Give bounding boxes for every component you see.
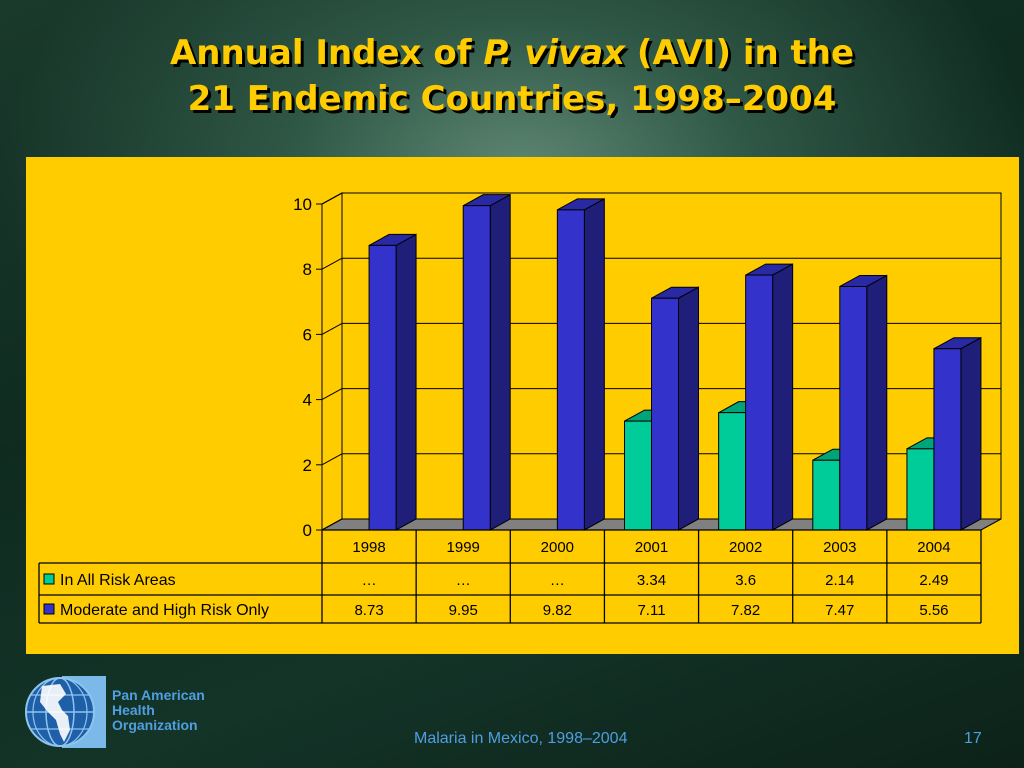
- bar-front: [933, 348, 962, 531]
- bar-front: [624, 420, 652, 531]
- bar-side: [960, 336, 982, 531]
- y-tick-label: 0: [303, 521, 312, 540]
- y-axis: 0 2 4 6 8 10: [293, 195, 323, 540]
- legend-swatch: [43, 573, 55, 585]
- gridline-side: [321, 453, 343, 466]
- y-tick-label: 8: [303, 260, 312, 279]
- bar-moderate-high-2000: [556, 198, 605, 531]
- title-italic: P. vivax: [483, 33, 626, 73]
- bar-front: [745, 274, 774, 531]
- bar-chart: 0 2 4 6 8 10 1998 1999 2000 2001 2002 2003 2004 In A…: [38, 192, 1002, 624]
- globe-logo-icon: [25, 676, 106, 748]
- bar-moderate-high-2001: [651, 286, 699, 531]
- gridline-side: [321, 322, 343, 335]
- data-label: 9.82: [543, 602, 572, 619]
- bar-side: [395, 233, 417, 531]
- x-category-label: 1998: [352, 539, 385, 556]
- data-label: 7.47: [825, 602, 854, 619]
- bar-front: [462, 205, 491, 531]
- data-label: 9.95: [449, 602, 478, 619]
- x-category-label: 2000: [541, 539, 574, 556]
- page-number: 17: [964, 730, 982, 747]
- bar-side: [866, 274, 888, 531]
- bar-side: [678, 286, 699, 531]
- y-tick-label: 10: [293, 195, 312, 214]
- gridline-side: [321, 257, 343, 270]
- data-label: …: [550, 572, 565, 589]
- data-label: …: [362, 572, 377, 589]
- data-label: 7.11: [637, 602, 665, 619]
- paho-logo-text: Pan American Health Organization: [112, 688, 205, 733]
- y-tick-label: 2: [303, 456, 312, 475]
- legend-entry: In All Risk Areas: [60, 572, 176, 589]
- bar-side: [489, 193, 511, 531]
- bar-moderate-high-2004: [933, 336, 982, 531]
- bar-front: [651, 297, 679, 531]
- data-label: 2.14: [825, 572, 854, 589]
- bar-moderate-high-1999: [462, 193, 511, 531]
- x-category-label: 2003: [823, 539, 856, 556]
- data-label: 8.73: [354, 602, 383, 619]
- chart-panel: 0 2 4 6 8 10 1998 1999 2000 2001 2002 2003 2004 In A…: [26, 157, 1019, 654]
- data-label: 7.82: [731, 602, 760, 619]
- bar-side: [583, 198, 605, 531]
- bar-side: [772, 263, 794, 531]
- bars: [368, 193, 982, 531]
- bar-moderate-high-1998: [368, 233, 417, 531]
- slide-title-line1: Annual Index of P. vivax (AVI) in the: [0, 30, 1024, 76]
- plot-side-wall: [321, 192, 343, 531]
- y-tick-label: 4: [303, 391, 312, 410]
- legend-entry: Moderate and High Risk Only: [60, 602, 269, 619]
- bar-front: [906, 448, 935, 531]
- bar-moderate-high-2003: [839, 274, 888, 531]
- bar-front: [839, 285, 868, 531]
- logo-line3: Organization: [112, 717, 198, 733]
- logo-line2: Health: [112, 702, 155, 718]
- data-label: …: [456, 572, 471, 589]
- bar-front: [368, 244, 397, 531]
- data-label: 2.49: [919, 572, 948, 589]
- data-label: 3.34: [637, 572, 666, 589]
- x-category-label: 2001: [635, 539, 668, 556]
- data-label: 3.6: [735, 572, 756, 589]
- slide-title-line2: 21 Endemic Countries, 1998–2004: [187, 79, 837, 119]
- bar-moderate-high-2002: [745, 263, 794, 531]
- bar-front: [556, 209, 585, 531]
- legend-swatch: [43, 603, 55, 615]
- data-table: 1998 1999 2000 2001 2002 2003 2004 In All Risk …: [38, 529, 982, 624]
- footer-caption: Malaria in Mexico, 1998–2004: [414, 730, 628, 747]
- bar-front: [812, 459, 841, 531]
- gridline-side: [321, 192, 343, 205]
- logo-line1: Pan American: [112, 687, 205, 703]
- y-tick-label: 6: [303, 325, 312, 344]
- slide-title: Annual Index of P. vivax (AVI) in the 21…: [0, 30, 1024, 122]
- x-category-label: 1999: [447, 539, 480, 556]
- data-label: 5.56: [919, 602, 948, 619]
- bar-front: [718, 412, 747, 531]
- title-suffix: (AVI) in the: [625, 33, 855, 73]
- x-category-label: 2002: [729, 539, 762, 556]
- title-prefix: Annual Index of: [169, 33, 484, 73]
- gridline-side: [321, 388, 343, 401]
- x-category-label: 2004: [917, 539, 950, 556]
